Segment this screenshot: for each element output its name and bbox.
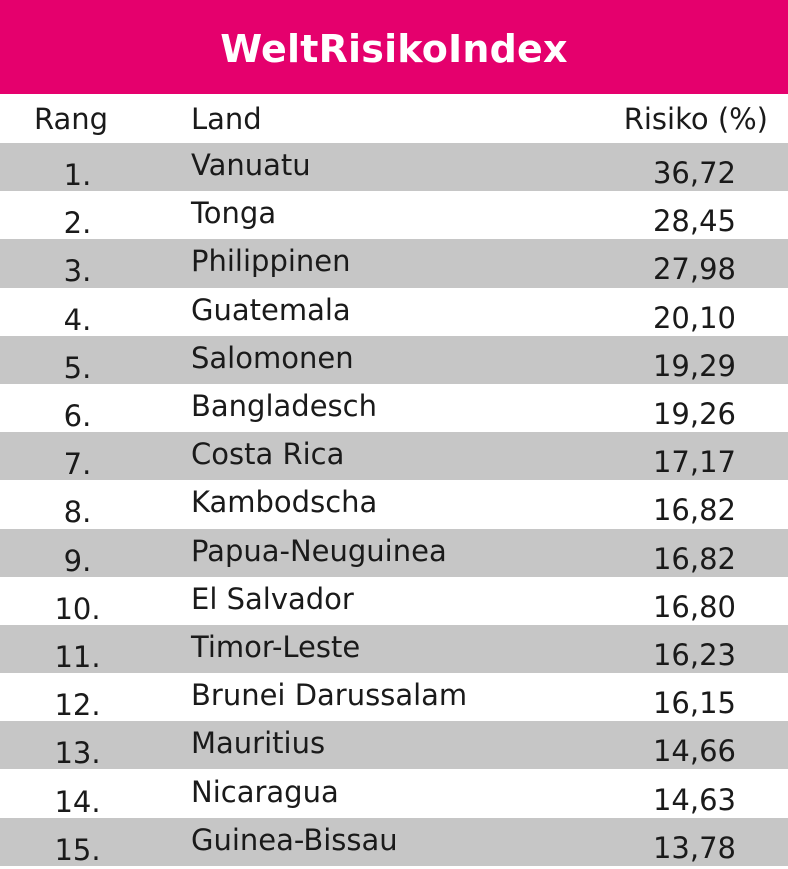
column-header-risk: Risiko (%) [623,101,768,136]
country-cell: Guatemala [191,292,351,327]
rank-cell: 3. [63,254,92,289]
rank-cell: 15. [54,832,101,867]
country-cell: Timor-Leste [191,629,361,664]
rank-cell: 12. [54,688,101,723]
country-cell: Vanuatu [191,148,311,183]
country-cell: Bangladesch [191,389,377,424]
title-bar: WeltRisikoIndex [0,0,788,94]
table-row: 5. Salomonen 19,29 [0,335,788,385]
table-row: 14. Nicaragua 14,63 [0,769,788,819]
rank-cell: 13. [54,736,101,771]
risk-cell: 14,63 [652,782,736,817]
table-row: 15. Guinea-Bissau 13,78 [0,817,788,867]
rank-cell: 9. [63,543,92,578]
country-cell: Costa Rica [191,437,345,472]
country-cell: Guinea-Bissau [191,822,398,857]
risk-cell: 16,15 [652,686,736,721]
rank-cell: 11. [54,639,101,674]
table-row: 4. Guatemala 20,10 [0,288,788,337]
table-row: 2. Tonga 28,45 [0,191,788,241]
rank-cell: 1. [63,158,92,193]
risk-cell: 19,26 [652,397,736,432]
rank-cell: 4. [63,302,92,337]
country-cell: Nicaragua [191,774,339,809]
table-body: 1. Vanuatu 36,72 2. Tonga 28,45 3. Philippinen 2… [0,143,788,867]
risk-cell: 16,80 [652,589,736,624]
table-row: 8. Kambodscha 16,82 [0,480,788,530]
table-row: 9. Papua-Neuguinea 16,82 [0,528,788,578]
table-row: 6. Bangladesch 19,26 [0,384,788,434]
risk-cell: 16,82 [652,493,736,528]
page-title: WeltRisikoIndex [220,27,568,71]
risk-cell: 27,98 [652,252,736,287]
risk-cell: 17,17 [652,445,736,480]
risk-cell: 13,78 [652,830,736,865]
country-cell: Salomonen [191,340,354,375]
rank-cell: 5. [63,350,92,385]
table-row: 12. Brunei Darussalam 16,15 [0,673,788,723]
table-row: 3. Philippinen 27,98 [0,239,788,289]
rank-cell: 2. [63,206,92,241]
risk-cell: 16,23 [652,637,736,672]
risk-cell: 19,29 [652,348,736,383]
table-row: 13. Mauritius 14,66 [0,721,788,771]
country-cell: Kambodscha [191,485,378,520]
column-header-country: Land [191,101,262,136]
country-cell: Philippinen [191,244,351,279]
risk-cell: 20,10 [652,300,736,335]
table-row: 1. Vanuatu 36,72 [0,143,788,193]
country-cell: Papua-Neuguinea [191,533,447,568]
rank-cell: 7. [63,447,92,482]
rank-cell: 8. [63,495,92,530]
column-header-rank: Rang [33,101,109,136]
risk-cell: 36,72 [652,156,736,191]
country-cell: El Salvador [191,581,354,616]
risk-cell: 16,82 [652,541,736,576]
risk-cell: 28,45 [652,204,736,239]
rank-cell: 6. [63,399,92,434]
risk-cell: 14,66 [652,734,736,769]
country-cell: Tonga [191,196,277,231]
table-header-row: Rang Land Risiko (%) [0,94,788,143]
table-row: 11. Timor-Leste 16,23 [0,624,788,674]
risk-table: Rang Land Risiko (%) 1. Vanuatu 36,72 2. Ton… [0,94,788,867]
country-cell: Mauritius [191,726,326,761]
country-cell: Brunei Darussalam [191,678,468,713]
rank-cell: 10. [54,591,101,626]
table-row: 10. El Salvador 16,80 [0,577,788,626]
table-row: 7. Costa Rica 17,17 [0,432,788,482]
rank-cell: 14. [54,784,101,819]
